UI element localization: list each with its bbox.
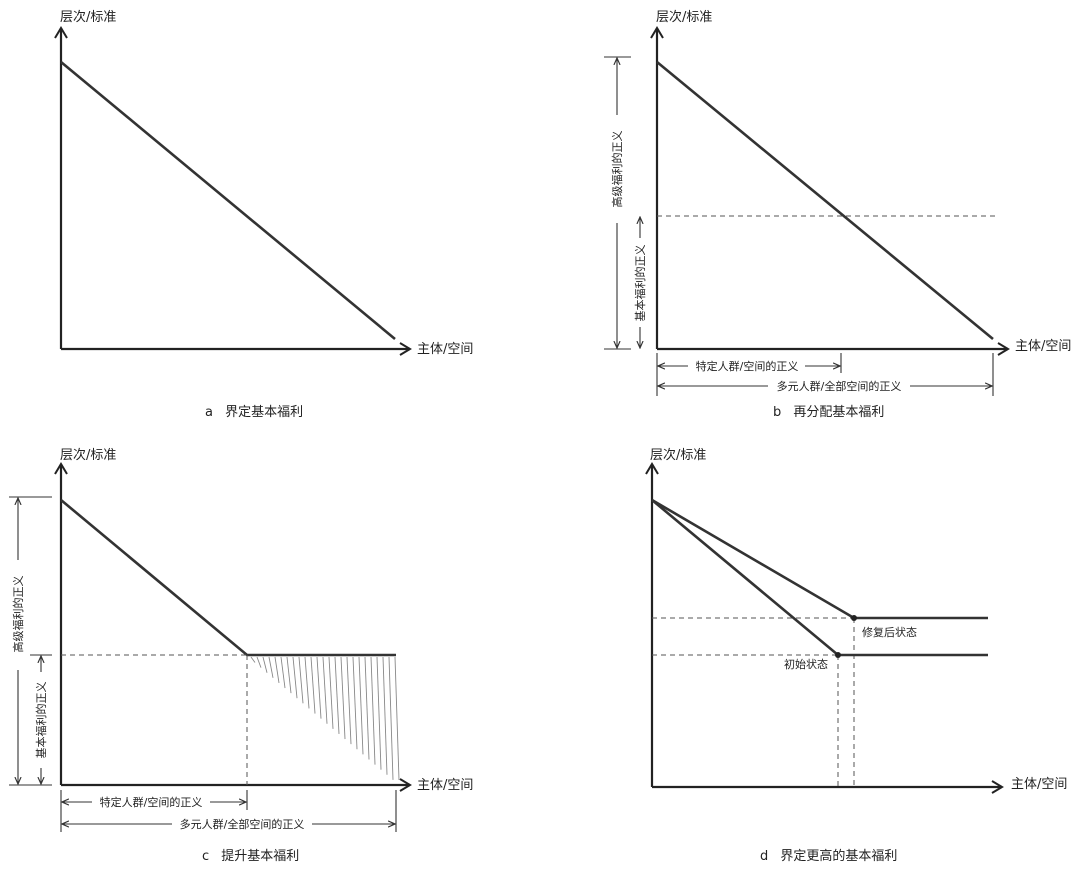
panel-d: 层次/标准 主体/空间 修复后状态 初始状态 d 界定更高的基本福利 bbox=[645, 447, 1067, 864]
initial-state-line bbox=[651, 499, 988, 657]
caption-letter: b bbox=[773, 405, 781, 420]
hatch-stroke bbox=[316, 656, 322, 719]
hatch-stroke bbox=[352, 656, 358, 750]
basic-welfare-label: 基本福利的正义 bbox=[34, 682, 48, 759]
hatch-stroke bbox=[340, 656, 346, 740]
caption: b 再分配基本福利 bbox=[773, 405, 884, 420]
caption: d 界定更高的基本福利 bbox=[760, 848, 897, 864]
specific-group-dimension: 特定人群/空间的正义 bbox=[60, 790, 248, 832]
hatch-stroke bbox=[322, 656, 328, 724]
caption-letter: d bbox=[760, 849, 768, 864]
caption-text: 再分配基本福利 bbox=[793, 405, 884, 420]
welfare-line bbox=[60, 499, 396, 657]
hatch-stroke bbox=[394, 656, 400, 781]
all-groups-label: 多元人群/全部空间的正义 bbox=[180, 817, 305, 831]
hatch-stroke bbox=[334, 656, 340, 734]
x-axis-arrowhead bbox=[991, 780, 1004, 794]
repaired-state-line bbox=[651, 498, 988, 620]
specific-group-dimension: 特定人群/空间的正义 bbox=[658, 353, 842, 373]
welfare-line bbox=[656, 60, 994, 341]
hatch-stroke bbox=[346, 656, 352, 745]
y-axis-label: 层次/标准 bbox=[656, 9, 712, 25]
hatch-stroke bbox=[388, 656, 394, 780]
repaired-state-point bbox=[851, 615, 857, 621]
all-groups-label: 多元人群/全部空间的正义 bbox=[777, 379, 902, 393]
hatch-stroke bbox=[328, 656, 334, 729]
x-axis-label: 主体/空间 bbox=[417, 342, 473, 357]
hatched-area bbox=[250, 656, 400, 781]
x-axis-arrowhead bbox=[399, 342, 412, 356]
hatch-stroke bbox=[256, 656, 262, 668]
hatch-stroke bbox=[298, 656, 304, 704]
caption-text: 界定基本福利 bbox=[225, 405, 303, 420]
welfare-line bbox=[60, 60, 396, 341]
high-welfare-label: 高级福利的正义 bbox=[11, 576, 25, 653]
hatch-stroke bbox=[364, 656, 370, 760]
hatch-stroke bbox=[310, 656, 316, 714]
y-axis-label: 层次/标准 bbox=[650, 447, 706, 463]
hatch-stroke bbox=[274, 656, 280, 683]
panel-a: 层次/标准 主体/空间 a 界定基本福利 bbox=[54, 9, 473, 420]
hatch-stroke bbox=[370, 656, 376, 765]
y-axis-arrowhead bbox=[645, 462, 659, 475]
basic-welfare-dimension: 基本福利的正义 bbox=[633, 217, 647, 348]
hatch-stroke bbox=[250, 656, 256, 663]
y-axis-arrowhead bbox=[54, 462, 68, 475]
repaired-state-label: 修复后状态 bbox=[862, 625, 917, 639]
x-axis-label: 主体/空间 bbox=[417, 778, 473, 793]
panel-c: 层次/标准 主体/空间 高级福利的正义 基本福利的正义 特定人群/ bbox=[9, 447, 473, 864]
caption: c 提升基本福利 bbox=[202, 848, 299, 864]
high-welfare-dimension: 高级福利的正义 bbox=[604, 56, 631, 350]
y-axis-label: 层次/标准 bbox=[60, 9, 116, 25]
x-axis-label: 主体/空间 bbox=[1011, 777, 1067, 792]
all-groups-dimension: 多元人群/全部空间的正义 bbox=[62, 790, 397, 832]
hatch-stroke bbox=[358, 656, 364, 755]
x-axis-label: 主体/空间 bbox=[1015, 339, 1071, 354]
hatch-stroke bbox=[292, 656, 298, 699]
initial-state-point bbox=[835, 652, 841, 658]
hatch-stroke bbox=[280, 656, 286, 689]
basic-welfare-label: 基本福利的正义 bbox=[633, 245, 647, 322]
all-groups-dimension: 多元人群/全部空间的正义 bbox=[656, 353, 994, 396]
high-welfare-dimension: 高级福利的正义 bbox=[9, 496, 52, 786]
hatch-stroke bbox=[286, 656, 292, 694]
y-axis-arrowhead bbox=[650, 26, 664, 39]
y-axis-label: 层次/标准 bbox=[60, 447, 116, 463]
x-axis-arrowhead bbox=[399, 778, 412, 792]
x-axis-arrowhead bbox=[997, 342, 1010, 356]
hatch-stroke bbox=[268, 656, 274, 678]
caption-letter: c bbox=[202, 849, 209, 864]
caption: a 界定基本福利 bbox=[205, 405, 303, 420]
hatch-stroke bbox=[304, 656, 310, 709]
y-axis-arrowhead bbox=[54, 26, 68, 39]
initial-state-label: 初始状态 bbox=[784, 657, 828, 671]
basic-welfare-dimension: 基本福利的正义 bbox=[30, 654, 52, 784]
high-welfare-label: 高级福利的正义 bbox=[610, 131, 624, 208]
hatch-stroke bbox=[376, 656, 382, 770]
hatch-stroke bbox=[382, 656, 388, 775]
caption-letter: a bbox=[205, 405, 213, 420]
caption-text: 界定更高的基本福利 bbox=[780, 848, 897, 864]
specific-group-label: 特定人群/空间的正义 bbox=[100, 795, 203, 809]
specific-group-label: 特定人群/空间的正义 bbox=[696, 359, 799, 373]
hatch-stroke bbox=[262, 656, 268, 673]
panel-b: 层次/标准 主体/空间 高级福利的正义 基本福利的正义 特定人群/空间的正义 bbox=[604, 9, 1071, 420]
caption-text: 提升基本福利 bbox=[221, 848, 299, 864]
